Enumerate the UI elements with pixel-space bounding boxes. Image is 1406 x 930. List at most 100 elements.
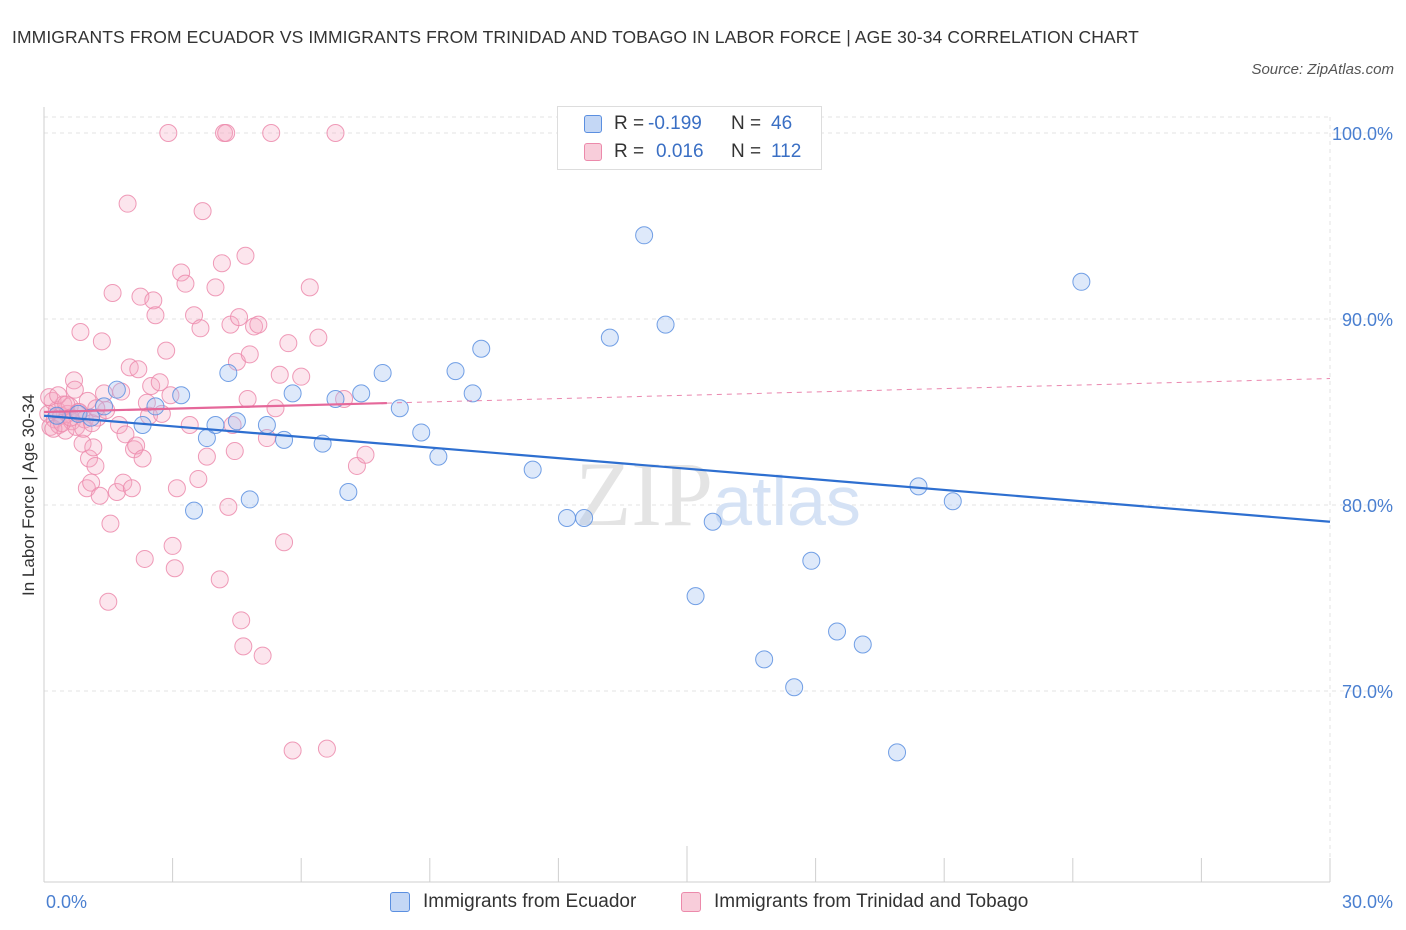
ecuador-point [785,678,804,697]
legend-label-trinidad: Immigrants from Trinidad and Tobago [714,891,1029,912]
ecuador-point [429,447,448,466]
ecuador-point [656,315,675,334]
ecuador-point [219,363,238,382]
legend-label-ecuador: Immigrants from Ecuador [423,891,637,912]
trinidad-point [161,386,180,405]
ecuador-swatch [584,115,602,133]
chart-title: IMMIGRANTS FROM ECUADOR VS IMMIGRANTS FR… [12,27,1139,47]
trinidad-point [103,283,122,302]
ecuador-point [240,490,259,509]
series-ecuador-points [47,124,1091,762]
trinidad-point [116,425,135,444]
y-axis-label: In Labor Force | Age 30-34 [19,394,38,596]
trinidad-point [157,341,176,360]
trinidad-point [135,549,154,568]
trinidad-point [206,278,225,297]
ecuador-point [390,399,409,418]
trinidad-point [185,306,204,325]
trinidad-point [150,373,169,392]
ecuador-point [352,384,371,403]
n-value-ecuador: 46 [771,113,793,134]
r-value-ecuador: -0.199 [648,113,702,134]
ecuador-point [339,482,358,501]
trinidad-point [191,319,210,338]
trinidad-point [167,479,186,498]
ecuador-point [227,412,246,431]
trinidad-point [82,473,101,492]
r-value-trinidad: 0.016 [656,141,704,162]
trinidad-point [40,388,59,407]
n-label: N = [731,113,762,134]
trinidad-point [142,376,161,395]
legend-swatch-trinidad [681,892,701,912]
trinidad-point [309,328,328,347]
trinidad-point [144,291,163,310]
trinidad-point [107,482,126,501]
trinidad-point [101,514,120,533]
r-label: R = [614,141,645,162]
trinidad-point [225,442,244,461]
trinidad-point [71,323,90,342]
trend-line-trinidad-extension [386,378,1331,404]
trinidad-point [249,315,268,334]
trinidad-point [133,449,152,468]
ecuador-point [463,384,482,403]
ecuador-point [185,501,204,520]
trend-line-trinidad [43,401,387,414]
trinidad-point [84,438,103,457]
ecuador-point [107,380,126,399]
trinidad-point [266,399,285,418]
trinidad-point [146,306,165,325]
trinidad-point [163,536,182,555]
x-tick-label: 30.0% [1342,892,1393,912]
ecuador-point [523,460,542,479]
legend-swatch-ecuador [390,892,410,912]
ecuador-point [575,509,594,528]
trinidad-point [270,365,289,384]
trinidad-point [129,360,148,379]
trinidad-point [275,533,294,552]
trinidad-point [210,570,229,589]
trinidad-point [86,456,105,475]
trend-lines [43,378,1331,523]
trinidad-point [232,611,251,630]
trinidad-point [189,469,208,488]
trinidad-point [236,246,255,265]
ecuador-point [172,386,191,405]
x-tick-label: 0.0% [46,892,87,912]
ecuador-point [557,509,576,528]
ecuador-point [472,339,491,358]
trinidad-point [87,399,106,418]
ecuador-point [257,416,276,435]
ecuador-point [1072,272,1091,291]
trinidad-point [240,345,259,364]
source-note: Source: ZipAtlas.com [1251,61,1394,78]
trinidad-point [122,479,141,498]
trinidad-point [262,124,281,142]
trinidad-point [197,447,216,466]
trinidad-point [238,389,257,408]
trinidad-point [253,646,272,665]
ecuador-point [283,384,302,403]
stats-row-ecuador: R = -0.199 N = 46 [558,111,821,137]
trinidad-point [114,473,133,492]
y-tick-label: 90.0% [1342,310,1393,330]
trinidad-point [317,739,336,758]
n-label: N = [731,141,762,162]
ecuador-point [146,397,165,416]
ecuador-point [755,650,774,669]
trinidad-point [73,434,92,453]
trinidad-point [80,449,99,468]
ecuador-point [853,635,872,654]
ecuador-point [95,397,114,416]
n-value-trinidad: 112 [771,141,802,162]
trinidad-point [176,274,195,293]
ecuador-point [888,743,907,762]
trinidad-swatch [584,143,602,161]
trinidad-point [118,194,137,213]
ecuador-point [600,328,619,347]
ecuador-point [686,587,705,606]
trinidad-point [230,308,249,327]
ecuador-point [828,622,847,641]
